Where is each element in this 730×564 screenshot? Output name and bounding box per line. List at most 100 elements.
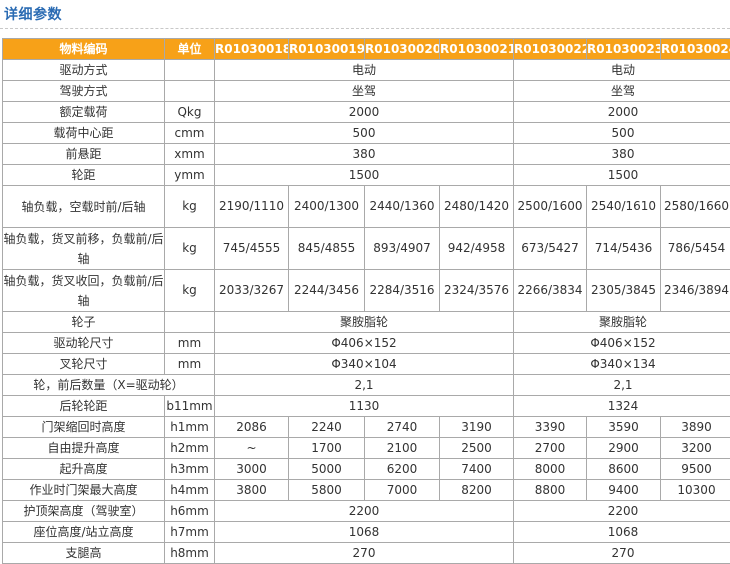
value-cell: 8000 <box>514 459 587 480</box>
value-cell: 5800 <box>289 480 365 501</box>
header-model-r01030020: R01030020 <box>365 39 440 60</box>
row-label: 门架缩回时高度 <box>3 417 165 438</box>
value-cell: 2346/3894 <box>661 270 730 312</box>
value-cell: 500 <box>215 123 514 144</box>
row-unit <box>165 312 215 333</box>
value-cell: 1500 <box>514 165 730 186</box>
value-cell: 1130 <box>215 396 514 417</box>
value-cell: 7400 <box>440 459 514 480</box>
row-unit: h6mm <box>165 501 215 522</box>
value-cell: 2400/1300 <box>289 186 365 228</box>
value-cell: 2000 <box>215 102 514 123</box>
row-label: 轮距 <box>3 165 165 186</box>
row-label: 后轮轮距 <box>3 396 165 417</box>
row-label: 驾驶方式 <box>3 81 165 102</box>
table-row: 轮子聚胺脂轮聚胺脂轮 <box>3 312 730 333</box>
row-unit: h4mm <box>165 480 215 501</box>
row-unit: h1mm <box>165 417 215 438</box>
value-cell: 380 <box>514 144 730 165</box>
value-cell: 3190 <box>440 417 514 438</box>
table-row: 驾驶方式 坐驾坐驾 <box>3 81 730 102</box>
row-label: 轮，前后数量（X=驱动轮） <box>3 375 215 396</box>
row-unit <box>165 81 215 102</box>
value-cell: 270 <box>215 543 514 564</box>
row-unit: h2mm <box>165 438 215 459</box>
value-cell: 3390 <box>514 417 587 438</box>
value-cell: 2,1 <box>215 375 514 396</box>
value-cell: 2200 <box>514 501 730 522</box>
value-cell: 673/5427 <box>514 228 587 270</box>
value-cell: 8600 <box>587 459 661 480</box>
value-cell: 2086 <box>215 417 289 438</box>
header-material-code: 物料编码 <box>3 39 165 60</box>
value-cell: 2244/3456 <box>289 270 365 312</box>
value-cell: Φ340×134 <box>514 354 730 375</box>
row-label: 驱动轮尺寸 <box>3 333 165 354</box>
row-unit: ymm <box>165 165 215 186</box>
row-label: 支腿高 <box>3 543 165 564</box>
row-label: 自由提升高度 <box>3 438 165 459</box>
value-cell: 2440/1360 <box>365 186 440 228</box>
value-cell: 2266/3834 <box>514 270 587 312</box>
value-cell: 2,1 <box>514 375 730 396</box>
row-label: 前悬距 <box>3 144 165 165</box>
value-cell: 2700 <box>514 438 587 459</box>
header-model-r01030019: R01030019 <box>289 39 365 60</box>
value-cell: 2100 <box>365 438 440 459</box>
row-unit: h8mm <box>165 543 215 564</box>
row-unit: xmm <box>165 144 215 165</box>
row-unit: h7mm <box>165 522 215 543</box>
row-unit: mm <box>165 333 215 354</box>
value-cell: 9500 <box>661 459 730 480</box>
row-unit: mm <box>165 354 215 375</box>
header-model-r01030023: R01030023 <box>587 39 661 60</box>
row-label: 护顶架高度（驾驶室） <box>3 501 165 522</box>
value-cell: 聚胺脂轮 <box>215 312 514 333</box>
value-cell: 3800 <box>215 480 289 501</box>
value-cell: 2240 <box>289 417 365 438</box>
value-cell: 1324 <box>514 396 730 417</box>
value-cell: 8200 <box>440 480 514 501</box>
value-cell: 9400 <box>587 480 661 501</box>
row-unit: kg <box>165 186 215 228</box>
title-divider <box>0 28 730 29</box>
header-unit: 单位 <box>165 39 215 60</box>
value-cell: 坐驾 <box>514 81 730 102</box>
value-cell: 893/4907 <box>365 228 440 270</box>
value-cell: 2033/3267 <box>215 270 289 312</box>
value-cell: 1500 <box>215 165 514 186</box>
value-cell: 坐驾 <box>215 81 514 102</box>
value-cell: 电动 <box>215 60 514 81</box>
value-cell: 786/5454 <box>661 228 730 270</box>
value-cell: 3890 <box>661 417 730 438</box>
value-cell: 845/4855 <box>289 228 365 270</box>
value-cell: 2000 <box>514 102 730 123</box>
value-cell: 2324/3576 <box>440 270 514 312</box>
value-cell: 500 <box>514 123 730 144</box>
value-cell: 2540/1610 <box>587 186 661 228</box>
value-cell: Φ406×152 <box>215 333 514 354</box>
row-unit <box>165 60 215 81</box>
row-unit: Qkg <box>165 102 215 123</box>
row-label: 作业时门架最大高度 <box>3 480 165 501</box>
row-label: 起升高度 <box>3 459 165 480</box>
value-cell: 1068 <box>215 522 514 543</box>
value-cell: 270 <box>514 543 730 564</box>
value-cell: 2190/1110 <box>215 186 289 228</box>
value-cell: 2740 <box>365 417 440 438</box>
value-cell: Φ406×152 <box>514 333 730 354</box>
value-cell: 1700 <box>289 438 365 459</box>
